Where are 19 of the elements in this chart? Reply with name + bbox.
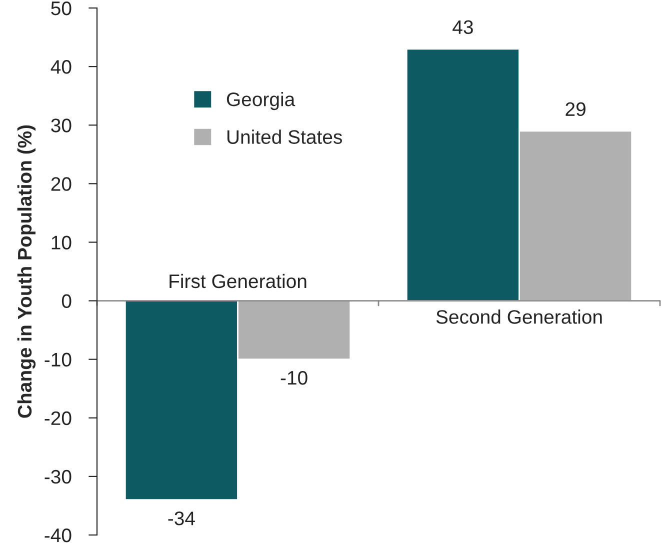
y-tick-label: 40 bbox=[50, 60, 72, 74]
data-label: -10 bbox=[280, 370, 308, 385]
legend-label: Georgia bbox=[226, 92, 296, 110]
x-tick-label: First Generation bbox=[170, 274, 306, 288]
y-tick-label: 30 bbox=[51, 118, 72, 132]
y-tick-label: 10 bbox=[52, 236, 72, 250]
y-tick-label: 0 bbox=[62, 294, 72, 308]
data-label: 29 bbox=[566, 102, 586, 116]
y-tick-label: 50 bbox=[51, 1, 72, 16]
y-tick-label: -10 bbox=[44, 352, 72, 367]
y-axis-title: Change in Youth Population (%) bbox=[17, 125, 36, 418]
y-tick-label: -40 bbox=[44, 528, 72, 542]
y-tick-label: -30 bbox=[44, 470, 72, 484]
y-tick-label: 20 bbox=[51, 177, 72, 191]
data-label: 43 bbox=[452, 20, 473, 34]
legend-label: United States bbox=[227, 130, 342, 144]
y-tick-label: -20 bbox=[44, 411, 72, 426]
x-tick-label: Second Generation bbox=[436, 310, 602, 324]
data-label: -34 bbox=[168, 511, 195, 526]
